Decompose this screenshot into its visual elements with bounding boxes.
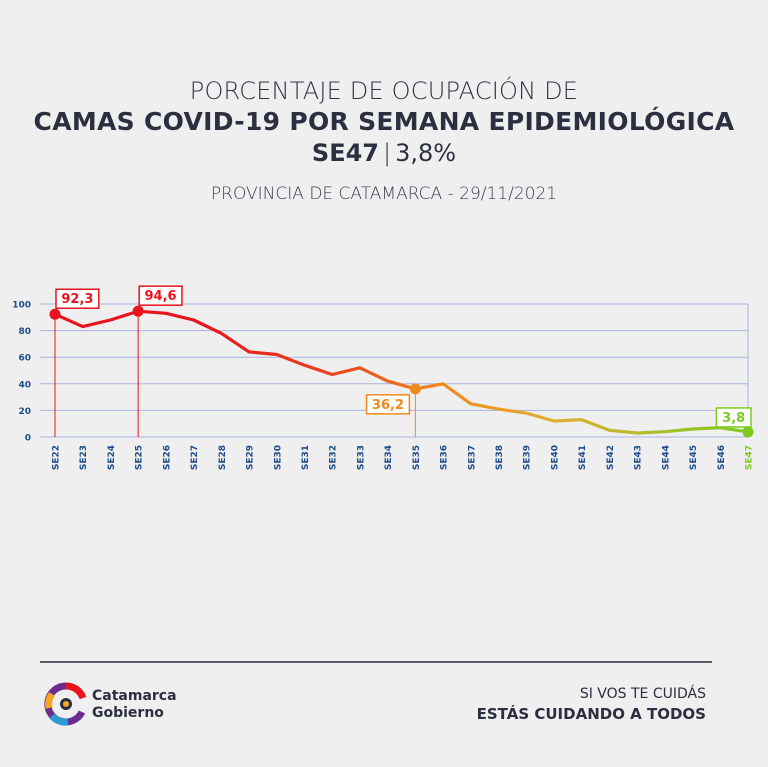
highlight-point [409,383,421,395]
highlight-point [132,305,144,317]
catamarca-logo-icon [44,682,87,726]
data-label-box [55,288,100,309]
x-tick-label: SE44 [661,445,671,470]
x-tick-label: SE26 [162,445,172,470]
highlight-markers: 92,3 94,6 36,2 3,8 [49,285,754,438]
x-tick-label: SE42 [606,445,616,470]
x-tick-label: SE45 [689,445,699,470]
logo-line-1: Catamarca [92,688,177,704]
grid [40,303,749,438]
x-tick-label: SE37 [467,445,477,470]
x-tick-label: SE27 [190,445,200,470]
series-line [54,309,749,435]
highlight-guides [54,311,749,437]
y-tick-label: 0 [25,434,31,444]
x-tick-label: SE35 [412,445,422,470]
highlight-point [49,308,61,320]
data-label-box [365,394,411,415]
slogan-line-2: ESTÁS CUIDANDO A TODOS [476,705,706,723]
data-label: 36,2 [372,398,404,413]
current-week: SE47 [311,139,379,167]
y-tick-label: 40 [18,380,31,390]
slogan-line-1: SI VOS TE CUIDÁS [579,686,706,702]
x-tick-label: SE36 [440,445,450,470]
title-line-1: PORCENTAJE DE OCUPACIÓN DE [189,77,579,105]
y-tick-label: 100 [12,301,31,311]
y-tick-label: 80 [18,327,31,337]
x-tick-label: SE33 [356,445,366,470]
x-tick-label: SE22 [52,445,62,470]
title-separator: | [383,139,392,167]
x-tick-label: SE47 [745,445,755,470]
x-tick-label: SE40 [550,445,560,470]
title-line-3: SE47 | 3,8% [0,138,768,168]
current-value: 3,8% [395,139,457,167]
title-block: PORCENTAJE DE OCUPACIÓN DE CAMAS COVID-1… [0,76,768,168]
logo-line-2: Gobierno [92,705,164,721]
x-tick-label: SE29 [246,445,256,470]
data-label-box [138,285,183,306]
x-tick-label: SE25 [135,445,145,470]
title-line-2: CAMAS COVID-19 POR SEMANA EPIDEMIOLÓGICA [33,107,735,136]
slogan: SI VOS TE CUIDÁS ESTÁS CUIDANDO A TODOS [477,684,706,724]
x-tick-label: SE23 [79,445,89,470]
y-axis-ticks: 0 20 40 60 80 100 [12,301,31,444]
data-label-box [715,407,752,428]
y-tick-label: 60 [18,354,31,364]
y-tick-label: 20 [18,407,31,417]
x-tick-label: SE39 [523,445,533,470]
x-tick-label: SE38 [495,445,505,470]
logo-text: Catamarca Gobierno [92,688,177,722]
x-tick-label: SE41 [578,445,588,470]
highlight-point [742,426,754,438]
x-axis-ticks: SE22 SE23 SE24 SE25 SE26 SE27 SE28 SE29 SE30 SE31… [52,445,755,470]
subtitle: PROVINCIA DE CATAMARCA - 29/11/2021 [210,184,558,204]
x-tick-label: SE32 [329,445,339,470]
data-label: 94,6 [145,289,177,304]
x-tick-label: SE30 [273,445,283,470]
x-tick-label: SE31 [301,445,311,470]
data-label: 92,3 [61,292,93,307]
x-tick-label: SE34 [384,445,394,470]
x-tick-label: SE24 [107,445,117,470]
data-label: 3,8 [722,411,745,426]
footer-divider [40,661,712,663]
x-tick-label: SE28 [218,445,228,470]
x-tick-label: SE43 [634,445,644,470]
x-tick-label: SE46 [717,445,727,470]
